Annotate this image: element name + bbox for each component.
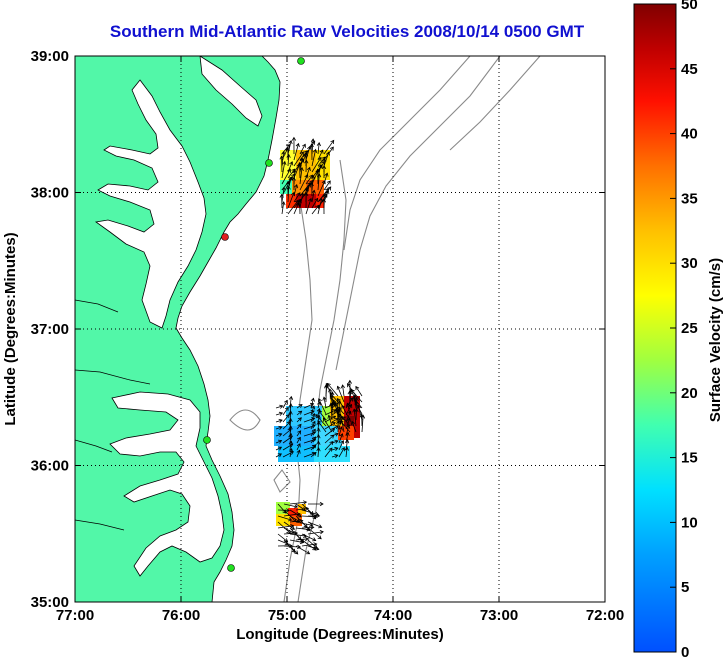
colorbar-tick-label: 20: [681, 385, 698, 402]
x-tick-label: 77:00: [56, 607, 94, 624]
colorbar: [633, 3, 677, 653]
delaware-bay: [199, 56, 263, 127]
colorbar-tick-label: 5: [681, 579, 689, 596]
map-title: Southern Mid-Atlantic Raw Velocities 200…: [109, 22, 585, 41]
x-axis-label: Longitude (Degrees:Minutes): [236, 626, 444, 643]
y-tick-label: 35:00: [31, 594, 69, 611]
radar-station: [265, 159, 273, 167]
colorbar-tick-label: 10: [681, 514, 698, 531]
x-tick-label: 72:00: [586, 607, 624, 624]
radar-station: [221, 233, 229, 241]
colorbar-tick-label: 40: [681, 126, 698, 143]
colorbar-tick-label: 0: [681, 644, 689, 659]
velocity-arrows: [275, 136, 366, 555]
y-tick-label: 38:00: [31, 185, 69, 202]
colorbar-tick-label: 35: [681, 190, 698, 207]
colorbar-tick-label: 30: [681, 255, 698, 272]
colorbar-ticks: 0 5 10 15 20 25 30 35 40 45 50: [670, 0, 698, 659]
radar-station: [227, 564, 235, 572]
colorbar-tick-label: 15: [681, 450, 698, 467]
radar-station: [203, 436, 211, 444]
colorbar-tick-label: 50: [681, 0, 698, 13]
x-tick-label: 76:00: [162, 607, 200, 624]
y-tick-label: 36:00: [31, 458, 69, 475]
x-tick-label: 73:00: [480, 607, 518, 624]
colorbar-tick-label: 45: [681, 61, 698, 78]
pamlico-sound: [109, 391, 225, 577]
radar-station: [297, 57, 305, 65]
y-axis-label: Latitude (Degrees:Minutes): [2, 232, 19, 425]
colorbar-tick-label: 25: [681, 320, 698, 337]
radar-stations: [203, 57, 305, 572]
grid-lines: [75, 56, 605, 602]
colorbar-label: Surface Velocity (cm/s): [707, 258, 724, 422]
y-tick-label: 37:00: [31, 321, 69, 338]
chesapeake-bay: [94, 79, 207, 329]
x-axis: 77:00 76:00 75:00 74:00 73:00 72:00: [56, 56, 624, 624]
coastal-river: [75, 299, 151, 531]
y-tick-label: 39:00: [31, 48, 69, 65]
x-tick-label: 75:00: [268, 607, 306, 624]
velocity-patch-north: [280, 150, 330, 208]
y-axis: 39:00 38:00 37:00 36:00 35:00: [31, 48, 605, 611]
x-tick-label: 74:00: [374, 607, 412, 624]
